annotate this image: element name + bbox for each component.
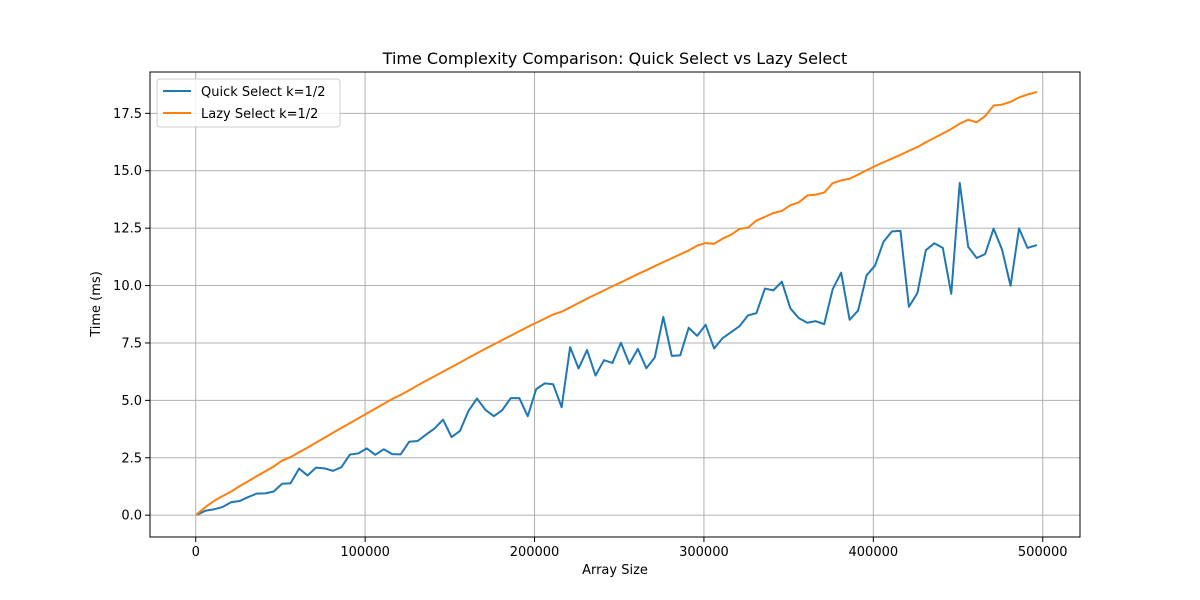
legend: Quick Select k=1/2 Lazy Select k=1/2 xyxy=(156,78,341,128)
y-axis-title: Time (ms) xyxy=(89,271,104,338)
series-layer xyxy=(196,90,1038,516)
plot-frame xyxy=(149,71,1081,538)
x-tick-label: 200000 xyxy=(510,545,560,560)
x-tick-label: 400000 xyxy=(849,545,899,560)
y-tick-label: 2.5 xyxy=(121,451,142,466)
series-line-quick-select-k-1-2 xyxy=(196,181,1038,516)
chart-title: Time Complexity Comparison: Quick Select… xyxy=(382,49,848,68)
y-tick-label: 17.5 xyxy=(113,107,142,122)
legend-label-lazy-select: Lazy Select k=1/2 xyxy=(201,107,318,122)
x-axis-title: Array Size xyxy=(582,563,648,578)
legend-label-quick-select: Quick Select k=1/2 xyxy=(201,85,325,100)
y-tick-label: 10.0 xyxy=(113,279,142,294)
x-tick-label: 500000 xyxy=(1018,545,1068,560)
y-tick-label: 15.0 xyxy=(113,164,142,179)
y-tick-label: 7.5 xyxy=(121,336,142,351)
series-line-lazy-select-k-1-2 xyxy=(196,90,1038,516)
x-tick-label: 100000 xyxy=(340,545,390,560)
legend-box xyxy=(156,78,341,128)
x-tick-label: 300000 xyxy=(679,545,729,560)
ticks: 0 100000 200000 300000 400000 500000 0.0 2.5 5.0… xyxy=(113,107,1068,560)
x-tick-label: 0 xyxy=(192,545,200,560)
y-tick-label: 5.0 xyxy=(121,394,142,409)
y-tick-label: 12.5 xyxy=(113,222,142,237)
y-tick-label: 0.0 xyxy=(121,509,142,524)
